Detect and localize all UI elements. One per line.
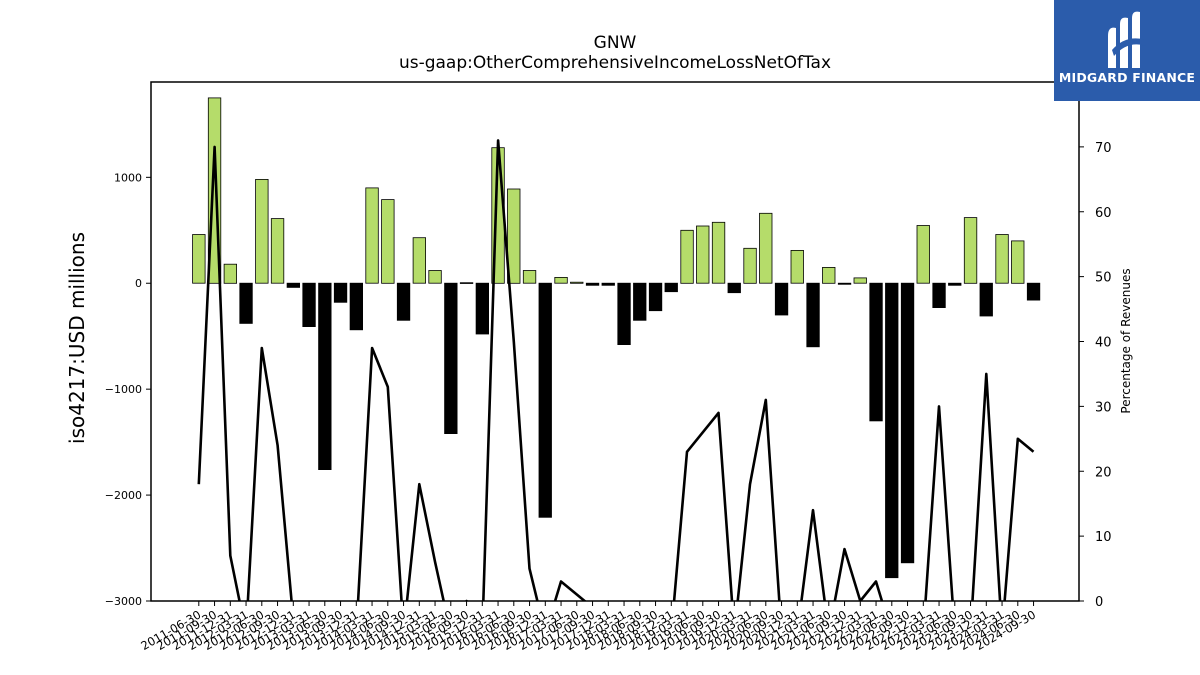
bar-2023-12-31 <box>979 282 993 317</box>
bar-2013-03-31 <box>302 282 316 328</box>
midgard-finance-logo: MIDGARD FINANCE <box>1054 0 1200 101</box>
bar-2016-12-31 <box>538 282 552 518</box>
bar-2023-06-30 <box>948 282 962 286</box>
bar-2023-09-30 <box>963 217 978 284</box>
bar-2015-12-31 <box>475 282 490 335</box>
bar-2012-06-30 <box>255 178 269 284</box>
bar-2022-03-31 <box>869 282 883 422</box>
chart-title: GNW <box>593 33 637 53</box>
bar-2023-03-31 <box>932 282 946 309</box>
bar-2019-06-30 <box>696 225 710 284</box>
bar-2013-06-30 <box>318 282 332 471</box>
plot-frame <box>150 81 1080 602</box>
bar-2022-06-30 <box>885 282 899 579</box>
bar-2018-06-30 <box>633 282 647 321</box>
bar-2019-09-30 <box>711 221 726 284</box>
bar-2011-12-31 <box>223 263 238 284</box>
y-tick-label: −1000 <box>105 383 142 396</box>
bar-2015-09-30 <box>459 282 474 284</box>
bar-2013-09-30 <box>333 282 348 303</box>
bar-2021-12-31 <box>853 277 867 284</box>
bar-2012-09-30 <box>270 218 285 284</box>
y-tick-label: 0 <box>135 277 142 290</box>
bar-2024-03-31 <box>995 234 1009 284</box>
bar-2015-03-31 <box>428 270 442 284</box>
y2-tick-label: 10 <box>1095 530 1112 545</box>
bar-2017-12-31 <box>601 282 615 286</box>
bar-2014-12-31 <box>412 237 427 284</box>
logo-text: MIDGARD FINANCE <box>1058 70 1196 85</box>
bar-2020-06-30 <box>759 212 773 284</box>
bar-2020-03-31 <box>743 247 757 284</box>
y2-tick-label: 40 <box>1095 336 1112 351</box>
bar-2012-03-31 <box>239 282 253 324</box>
bar-2019-03-31 <box>680 229 694 284</box>
bar-2021-09-30 <box>837 282 852 285</box>
bar-2017-06-30 <box>570 281 584 284</box>
bar-2020-12-31 <box>790 249 804 284</box>
y2-tick-label: 60 <box>1095 206 1112 221</box>
bar-2014-06-30 <box>381 199 395 284</box>
bar-2022-09-30 <box>900 282 915 564</box>
bar-2020-09-30 <box>774 282 789 316</box>
chart-subtitle: us-gaap:OtherComprehensiveIncomeLossNetO… <box>398 53 832 73</box>
right-axis-label: Percentage of Revenues <box>1119 268 1133 413</box>
bar-2012-12-31 <box>286 282 301 288</box>
bar-2018-12-31 <box>664 282 678 293</box>
x-axis-ticks: 2011-06-302011-09-302011-12-312012-03-31… <box>138 601 1038 653</box>
bar-2024-09-30 <box>1026 282 1041 301</box>
midgard-logo-icon <box>1108 11 1146 68</box>
y2-tick-label: 20 <box>1095 465 1112 480</box>
y-axis-label: iso4217:USD millions <box>65 232 89 444</box>
bar-2014-03-31 <box>365 187 379 284</box>
bar-2021-03-31 <box>806 282 820 348</box>
y2-tick-label: 0 <box>1095 595 1103 610</box>
bar-2018-03-31 <box>617 282 631 346</box>
bar-2016-09-30 <box>522 270 537 284</box>
bar-2013-12-31 <box>349 282 364 331</box>
bar-2021-06-30 <box>822 266 836 284</box>
bar-2022-12-31 <box>916 225 930 284</box>
y-tick-label: 1000 <box>114 171 142 184</box>
y-tick-label: −2000 <box>105 489 142 502</box>
bar-2015-06-30 <box>444 282 458 435</box>
bar-2014-09-30 <box>396 282 411 321</box>
bar-series <box>192 97 1041 579</box>
y2-tick-label: 70 <box>1095 141 1112 156</box>
right-axis-ticks: 0 10 20 30 40 50 60 70 <box>1079 141 1112 610</box>
bar-2017-03-31 <box>554 276 568 284</box>
y-tick-label: −3000 <box>105 595 142 608</box>
bar-2024-06-30 <box>1011 240 1025 284</box>
left-axis-ticks: −3000 −2000 −1000 0 1000 <box>105 171 151 608</box>
bar-2016-06-30 <box>507 188 521 284</box>
bar-2011-06-30 <box>192 234 206 284</box>
bar-2018-09-30 <box>648 282 663 312</box>
y2-tick-label: 30 <box>1095 400 1112 415</box>
bar-2019-12-31 <box>727 282 741 294</box>
y2-tick-label: 50 <box>1095 271 1112 286</box>
bar-2017-09-30 <box>585 282 600 286</box>
